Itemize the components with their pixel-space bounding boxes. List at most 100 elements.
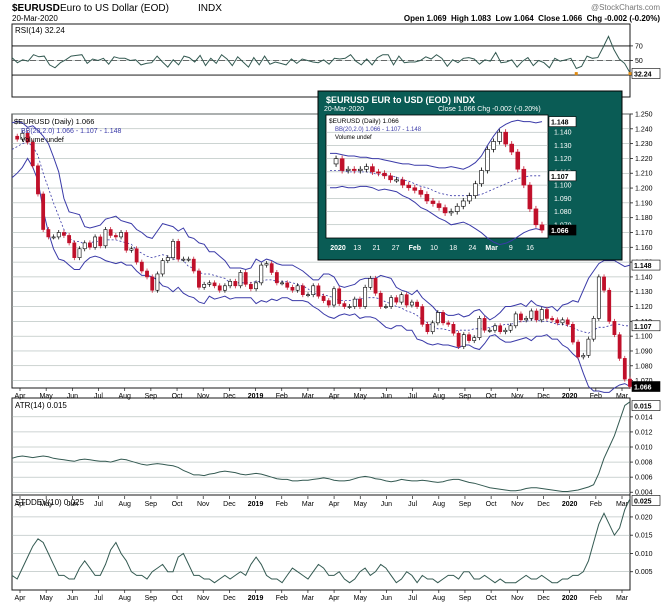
atr-x-label: 2019 — [248, 501, 264, 508]
stddev-tick-label: 0.005 — [635, 569, 653, 576]
price-candle — [191, 258, 196, 272]
price-tick-label: 1.160 — [635, 245, 653, 252]
price-candle — [430, 322, 435, 333]
panels: 305070RSI(14) 32.2432.241.0701.0801.0901… — [11, 23, 661, 602]
atr-x-label: Nov — [197, 501, 210, 508]
price-x-label: Apr — [329, 393, 341, 400]
price-candle — [223, 285, 227, 291]
price-candle — [134, 248, 139, 263]
price-candle — [259, 264, 264, 284]
price-candle — [103, 229, 108, 247]
inset-candle — [497, 131, 502, 142]
stddev-x-label: Jun — [67, 595, 78, 602]
inset-candle — [509, 143, 515, 153]
price-candle — [503, 329, 508, 333]
inset-candle — [418, 190, 424, 195]
price-x-label: Feb — [590, 393, 602, 400]
bb-middle-line — [11, 141, 630, 334]
price-candle — [352, 298, 357, 307]
price-candle — [25, 132, 30, 143]
price-candle — [285, 282, 290, 288]
inset-x-label: 24 — [469, 245, 477, 252]
inset-candle — [485, 149, 490, 171]
atr-panel: 0.004 0.006 0.008 0.010 0.012 0.014 ATR(14) 0.… — [11, 397, 661, 497]
price-candle — [461, 334, 466, 347]
price-candle — [617, 334, 622, 359]
inset-price-label: 1.107 — [551, 174, 569, 181]
inset-x-label: 9 — [509, 245, 513, 252]
price-x-label: Sep — [145, 393, 158, 400]
inset-candle — [388, 175, 393, 181]
inset-candle — [364, 166, 369, 170]
atr-x-label: 2020 — [562, 501, 578, 508]
price-candle — [607, 289, 612, 322]
inset-x-label: Mar — [485, 245, 498, 252]
inset-last-value-box — [548, 170, 577, 182]
rsi-oversold-fill — [628, 72, 632, 76]
stddev-x-label: Nov — [511, 595, 524, 602]
price-candle — [119, 232, 123, 238]
atr-x-label: Jul — [408, 501, 417, 508]
symbol: $EURUSD — [12, 3, 60, 14]
atr-x-label: Oct — [486, 501, 497, 508]
inset-x-label: 27 — [392, 245, 400, 252]
inset-candle — [533, 208, 539, 226]
price-tick-label: 1.170 — [635, 230, 653, 237]
price-x-label: Dec — [537, 393, 550, 400]
inset-candle — [527, 184, 533, 210]
price-candle — [139, 261, 144, 272]
atr-x-label: Jul — [94, 501, 103, 508]
price-candle — [51, 236, 56, 239]
price-candle — [555, 319, 560, 324]
price-candle — [513, 313, 518, 327]
price-candle — [228, 281, 233, 287]
atr-x-label: Mar — [302, 501, 315, 508]
price-candle — [472, 337, 477, 341]
atr-tick-label: 0.004 — [635, 490, 653, 497]
price-candle — [389, 297, 394, 307]
inset-tick-label: 1.080 — [554, 209, 572, 216]
stddev-x-label: Jun — [381, 595, 392, 602]
price-tick-label: 1.130 — [635, 289, 653, 296]
stddev-frame — [11, 494, 631, 591]
price-x-label: Mar — [616, 393, 629, 400]
price-tick-label: 1.200 — [635, 186, 653, 193]
stddev-x-label: Apr — [15, 595, 27, 602]
quote-date: 20-Mar-2020 — [12, 14, 58, 23]
price-candle — [243, 272, 248, 285]
price-candle — [399, 294, 404, 303]
inset-plot — [325, 114, 549, 239]
price-candle — [108, 229, 113, 236]
atr-line — [11, 401, 631, 492]
stddev-x-label: Dec — [223, 595, 236, 602]
inset-tick-label: 1.130 — [554, 143, 572, 150]
atr-x-label: Feb — [276, 501, 288, 508]
price-candle — [56, 232, 61, 238]
stddev-x-label: Aug — [433, 595, 446, 602]
last-value-box — [631, 381, 661, 392]
price-candle — [306, 294, 310, 296]
inset-candle — [345, 168, 351, 171]
price-candle — [46, 229, 51, 238]
inset-quote: Close 1.066 Chg -0.002 (-0.20%) — [438, 106, 541, 113]
inset-candle — [370, 166, 375, 173]
price-candle — [602, 276, 606, 291]
price-candle — [41, 193, 46, 230]
atr-x-label: Nov — [511, 501, 524, 508]
atr-x-label: Oct — [172, 501, 183, 508]
price-candle — [550, 318, 555, 321]
price-tick-label: 1.090 — [635, 348, 653, 355]
price-candle — [321, 295, 326, 301]
price-candle — [155, 273, 160, 291]
atr-x-label: Apr — [15, 501, 27, 508]
inset-date: 20-Mar-2020 — [324, 106, 364, 113]
atr-x-label: Aug — [118, 501, 131, 508]
price-candle — [93, 236, 97, 248]
price-candle — [477, 318, 482, 338]
price-candle — [456, 332, 461, 347]
last-value-label: 0.025 — [634, 498, 652, 505]
price-candle — [441, 312, 445, 324]
price-candle — [171, 241, 175, 258]
inset-candle — [473, 183, 478, 196]
last-value-box — [631, 400, 661, 411]
